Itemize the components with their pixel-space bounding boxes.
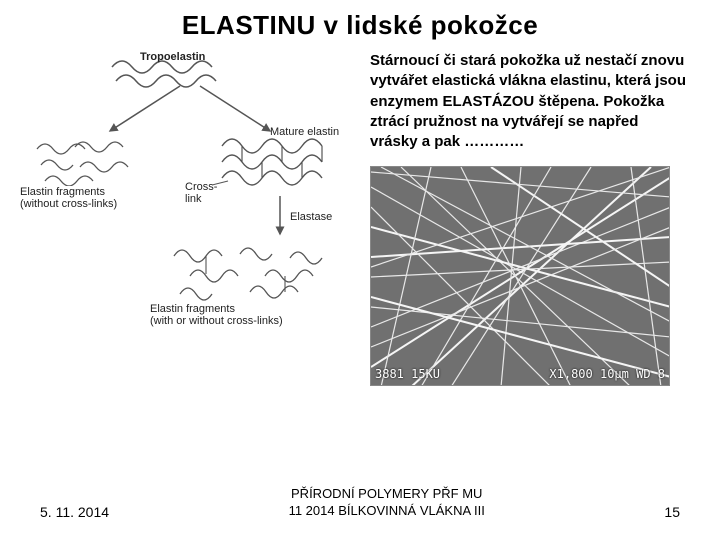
sem-caption-left: 3881 15KU bbox=[375, 367, 440, 381]
label-fragments-with-cl: Elastin fragments (with or without cross… bbox=[150, 303, 283, 327]
slide-footer: 5. 11. 2014 PŘÍRODNÍ POLYMERY PŘF MU 11 … bbox=[0, 486, 720, 520]
footer-line1: PŘÍRODNÍ POLYMERY PŘF MU bbox=[109, 486, 664, 503]
elastin-diagram: Tropoelastin Elastin fragments (without … bbox=[20, 51, 360, 371]
footer-line2: 11 2014 BÍLKOVINNÁ VLÁKNA III bbox=[109, 503, 664, 520]
sem-caption: 3881 15KU X1,800 10μm WD 8 bbox=[375, 367, 665, 381]
footer-date: 5. 11. 2014 bbox=[40, 504, 109, 520]
label-mature-elastin: Mature elastin bbox=[270, 126, 339, 138]
sem-micrograph: 3881 15KU X1,800 10μm WD 8 bbox=[370, 166, 670, 386]
label-fragments-no-cl: Elastin fragments (without cross-links) bbox=[20, 186, 117, 210]
description-text: Stárnoucí či stará pokožka už nestačí zn… bbox=[370, 51, 700, 152]
footer-page-number: 15 bbox=[664, 504, 680, 520]
footer-center: PŘÍRODNÍ POLYMERY PŘF MU 11 2014 BÍLKOVI… bbox=[109, 486, 664, 520]
sem-caption-right: X1,800 10μm WD 8 bbox=[549, 367, 665, 381]
page-title: ELASTINU v lidské pokožce bbox=[0, 0, 720, 41]
label-elastase: Elastase bbox=[290, 211, 332, 223]
right-column: Stárnoucí či stará pokožka už nestačí zn… bbox=[360, 51, 700, 386]
label-tropoelastin: Tropoelastin bbox=[140, 51, 205, 63]
content-row: Tropoelastin Elastin fragments (without … bbox=[0, 41, 720, 386]
